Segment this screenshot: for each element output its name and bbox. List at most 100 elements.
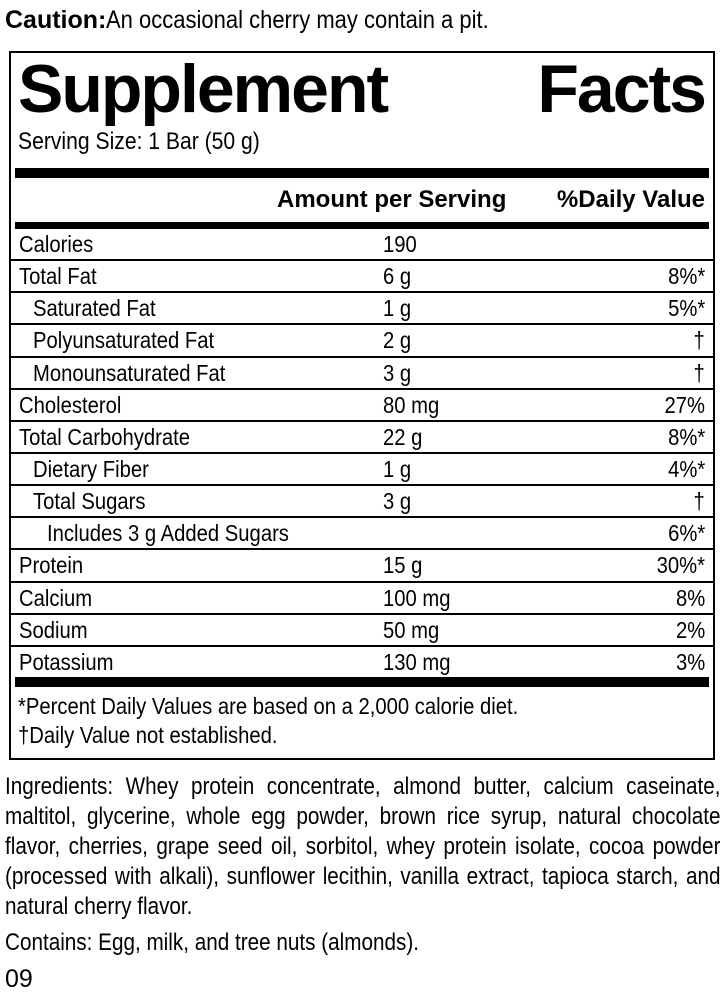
nutrient-label-cell: Saturated Fat	[19, 296, 383, 320]
table-row: Protein 15 g 30%*	[11, 550, 713, 583]
amount-value: 50 mg	[383, 616, 440, 643]
nutrient-label: Calories	[19, 231, 94, 257]
amount-cell: 1 g	[383, 457, 595, 481]
daily-value-cell: 27%	[595, 393, 705, 417]
nutrient-rows: Calories 190 Total Fat 6 g 8%* Saturated…	[11, 229, 713, 677]
daily-value: 27%	[664, 391, 705, 418]
serving-size: Serving Size: 1 Bar (50 g)	[18, 128, 260, 155]
nutrient-label-cell: Calcium	[19, 584, 383, 611]
amount-value: 15 g	[383, 552, 423, 579]
ingredients-text: Ingredients: Whey protein concentrate, a…	[5, 772, 720, 920]
amount-value: 130 mg	[383, 648, 451, 675]
table-row: Monounsaturated Fat 3 g †	[11, 358, 713, 390]
daily-value-cell: †	[595, 359, 705, 386]
nutrient-label: Total Fat	[19, 263, 97, 290]
contains-text: Contains: Egg, milk, and tree nuts (almo…	[5, 928, 419, 956]
panel-title-word-facts: Facts	[537, 51, 707, 127]
amount-cell: 3 g	[383, 489, 595, 513]
nutrient-label: Calcium	[19, 584, 93, 611]
nutrient-label-cell: Cholesterol	[19, 393, 383, 417]
daily-value: 8%*	[667, 423, 705, 450]
nutrient-label: Total Sugars	[33, 488, 146, 515]
daily-value-cell: 5%*	[595, 296, 705, 320]
table-row: Saturated Fat 1 g 5%*	[11, 293, 713, 326]
amount-cell: 100 mg	[383, 584, 595, 611]
amount-value: 190	[383, 231, 417, 257]
nutrient-label: Cholesterol	[19, 391, 122, 418]
amount-value: 2 g	[383, 327, 412, 354]
table-row: Dietary Fiber 1 g 4%*	[11, 454, 713, 487]
table-row: Calcium 100 mg 8%	[11, 583, 713, 615]
nutrient-label-cell: Total Carbohydrate	[19, 425, 383, 449]
daily-value-cell: 30%*	[595, 553, 705, 577]
divider-bar-header	[15, 222, 709, 229]
daily-value: †	[693, 488, 705, 515]
amount-value: 3 g	[383, 359, 412, 386]
column-header-row: Amount per Serving %Daily Value	[11, 178, 713, 222]
nutrient-label-cell: Dietary Fiber	[19, 457, 383, 481]
nutrient-label: Protein	[19, 552, 84, 579]
daily-value: 30%*	[656, 552, 705, 579]
daily-value: 5%*	[667, 295, 705, 322]
nutrient-label: Includes 3 g Added Sugars	[47, 520, 289, 547]
amount-value: 3 g	[383, 488, 412, 515]
daily-value-cell: 6%*	[595, 521, 705, 545]
daily-value-cell: 4%*	[595, 457, 705, 481]
daily-value-cell: 8%*	[595, 264, 705, 288]
daily-value-cell: 3%	[595, 650, 705, 674]
daily-value: †	[693, 359, 705, 386]
nutrient-label-cell: Sodium	[19, 618, 383, 642]
nutrient-label-cell: Total Sugars	[19, 489, 383, 513]
nutrient-label-cell: Protein	[19, 553, 383, 577]
amount-cell: 6 g	[383, 264, 595, 288]
daily-value-cell: †	[595, 489, 705, 513]
table-row: Total Carbohydrate 22 g 8%*	[11, 422, 713, 454]
caution-text: Caution: An occasional cherry may contai…	[0, 0, 720, 35]
table-row: Calories 190	[11, 229, 713, 262]
amount-value: 1 g	[383, 295, 412, 322]
panel-title-word-supplement: Supplement	[18, 51, 389, 127]
column-header-amount: Amount per Serving	[277, 186, 507, 213]
nutrient-label: Potassium	[19, 648, 114, 675]
divider-bar-top	[15, 168, 709, 178]
amount-value: 1 g	[383, 455, 412, 482]
footnotes: *Percent Daily Values are based on a 2,0…	[11, 687, 713, 758]
nutrient-label: Dietary Fiber	[33, 455, 149, 482]
nutrient-label: Polyunsaturated Fat	[33, 327, 215, 354]
amount-value: 22 g	[383, 423, 423, 450]
daily-value-cell: †	[595, 328, 705, 352]
footnote-percent-daily-values: *Percent Daily Values are based on a 2,0…	[18, 692, 519, 719]
daily-value-cell	[595, 232, 705, 256]
table-row: Polyunsaturated Fat 2 g †	[11, 325, 713, 358]
daily-value: 6%*	[667, 520, 705, 547]
amount-cell: 15 g	[383, 553, 595, 577]
caution-body: An occasional cherry may contain a pit.	[106, 6, 490, 34]
page-number: 09	[5, 964, 33, 993]
amount-cell: 50 mg	[383, 618, 595, 642]
amount-value: 100 mg	[383, 584, 451, 611]
table-row: Total Fat 6 g 8%*	[11, 261, 713, 294]
nutrient-label-cell: Total Fat	[19, 264, 383, 288]
footnote-daily-value-not-established: †Daily Value not established.	[18, 722, 278, 749]
table-row: Total Sugars 3 g †	[11, 486, 713, 519]
amount-cell: 3 g	[383, 359, 595, 386]
amount-cell: 80 mg	[383, 393, 595, 417]
table-row: Potassium 130 mg 3%	[11, 647, 713, 677]
daily-value-cell: 8%*	[595, 425, 705, 449]
nutrient-label-cell: Potassium	[19, 650, 383, 674]
daily-value-cell: 8%	[595, 585, 705, 609]
nutrient-label-cell: Polyunsaturated Fat	[19, 328, 383, 352]
amount-cell: 190	[383, 232, 595, 256]
daily-value: †	[693, 327, 705, 354]
panel-title: Supplement Facts	[11, 53, 713, 123]
daily-value: 2%	[675, 616, 705, 643]
amount-cell: 22 g	[383, 425, 595, 449]
divider-bar-bottom	[15, 676, 709, 687]
nutrient-label-cell: Includes 3 g Added Sugars	[19, 521, 383, 545]
table-row: Sodium 50 mg 2%	[11, 615, 713, 647]
amount-cell: 2 g	[383, 328, 595, 352]
amount-cell: 1 g	[383, 296, 595, 320]
table-row: Includes 3 g Added Sugars 6%*	[11, 518, 713, 551]
column-header-daily-value: %Daily Value	[556, 186, 705, 213]
amount-value: 6 g	[383, 263, 412, 290]
